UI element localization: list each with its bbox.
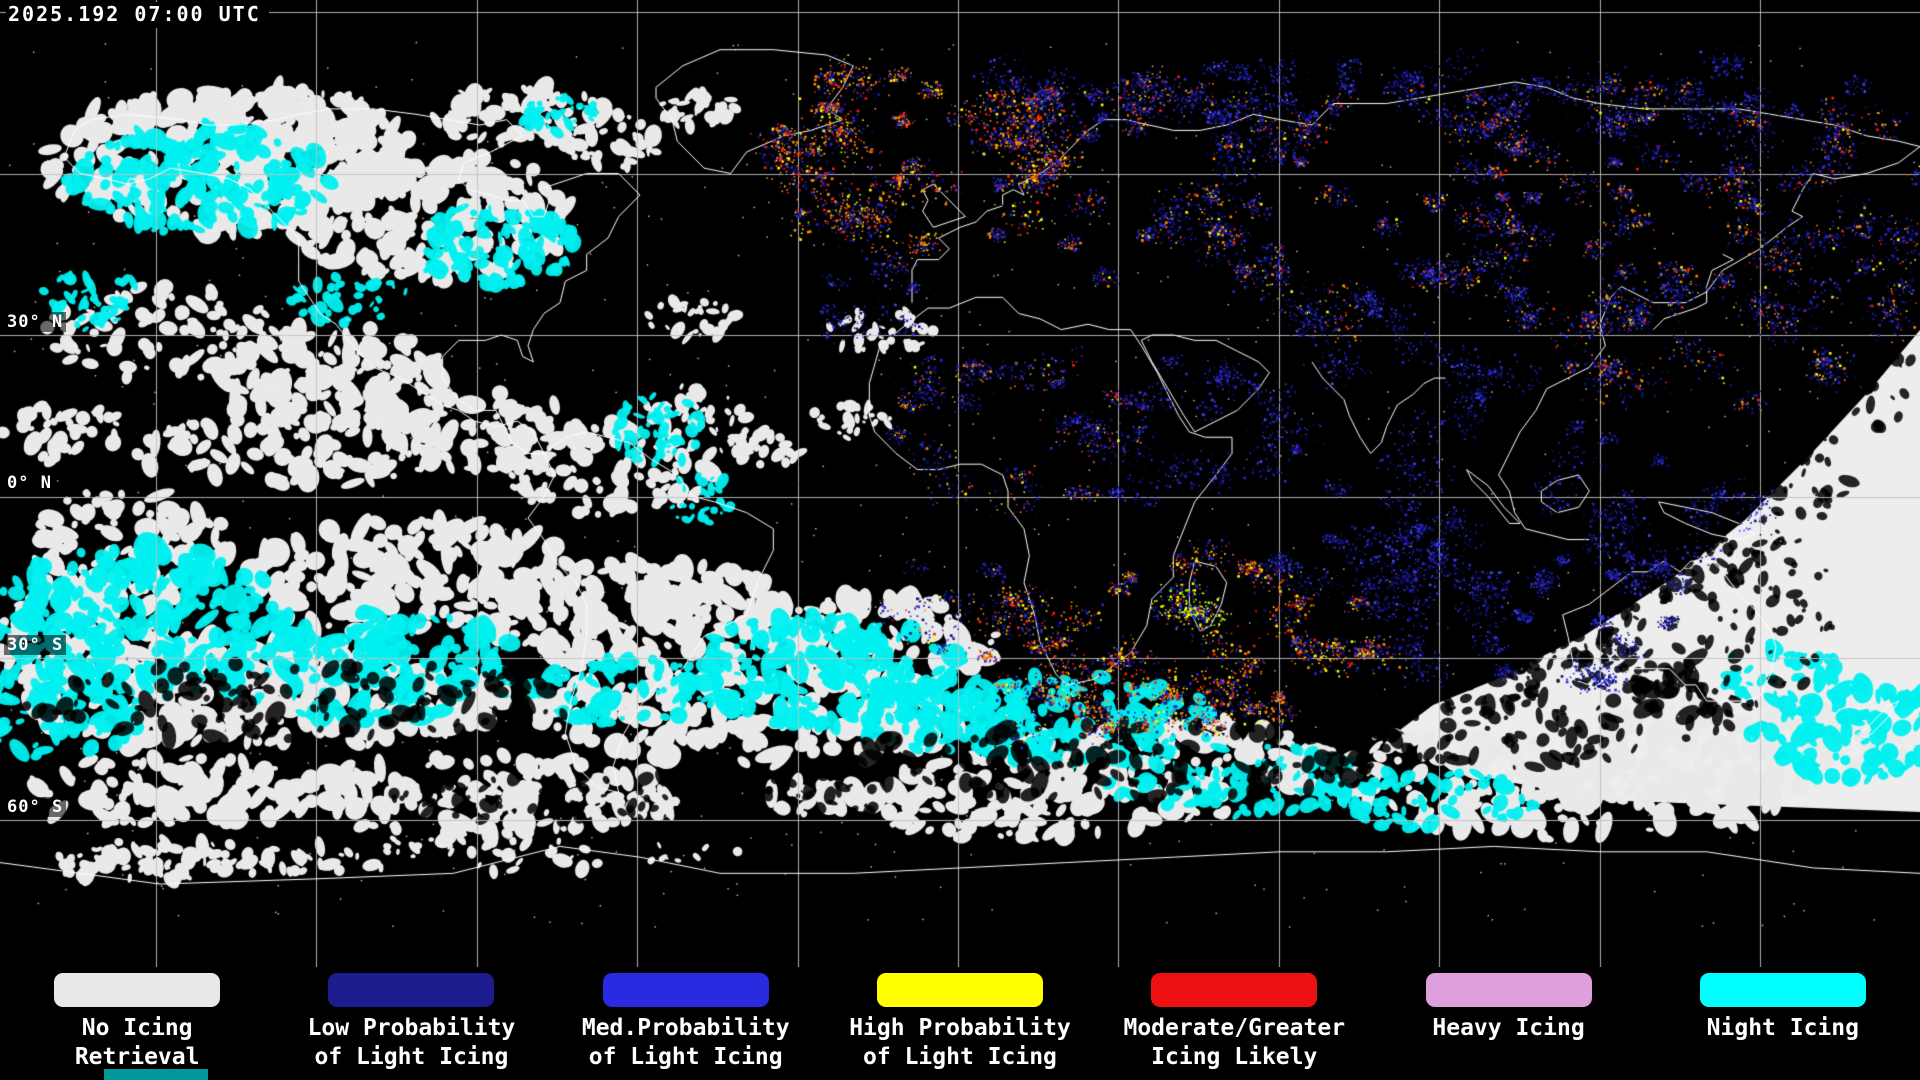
legend-item-high-probability: High Probability of Light Icing	[823, 967, 1097, 1080]
legend-label-line2: Retrieval	[74, 1044, 200, 1071]
lat-label-0n: 0° N	[4, 473, 55, 493]
legend-item-moderate-greater: Moderate/Greater Icing Likely	[1097, 967, 1371, 1080]
world-icing-map-canvas	[0, 0, 1920, 967]
legend-item-night-icing: Night Icing	[1646, 967, 1920, 1080]
lat-label-30s: 30° S	[4, 635, 67, 655]
legend-label-line1: Night Icing	[1706, 1015, 1859, 1041]
high-probability-swatch	[876, 973, 1043, 1007]
heavy-icing-swatch	[1425, 973, 1592, 1007]
legend-label-line2: Icing Likely	[1151, 1044, 1318, 1071]
moderate-greater-swatch	[1151, 973, 1318, 1007]
legend-label-line2: of Light Icing	[588, 1044, 783, 1071]
legend-item-low-probability: Low Probability of Light Icing	[274, 967, 548, 1080]
bottom-left-teal-bar	[104, 1069, 208, 1080]
lat-label-30n: 30° N	[4, 312, 67, 332]
legend-label-line1: High Probability	[849, 1015, 1071, 1041]
legend-item-med-probability: Med.Probability of Light Icing	[549, 967, 823, 1080]
med-probability-swatch	[602, 973, 769, 1007]
legend-label-line1: No Icing	[81, 1015, 193, 1041]
legend-label-line1: Heavy Icing	[1432, 1015, 1585, 1041]
timestamp: 2025.192 07:00 UTC	[6, 2, 269, 28]
legend-item-heavy-icing: Heavy Icing	[1371, 967, 1645, 1080]
lat-label-60s: 60° S	[4, 797, 67, 817]
night-icing-swatch	[1699, 973, 1866, 1007]
legend-label-line2: of Light Icing	[314, 1044, 509, 1071]
legend: No Icing Retrieval Low Probability of Li…	[0, 967, 1920, 1080]
legend-item-no-icing: No Icing Retrieval	[0, 967, 274, 1080]
legend-label-line1: Med.Probability	[581, 1015, 790, 1041]
legend-label-line1: Moderate/Greater	[1123, 1015, 1346, 1041]
no-icing-swatch	[54, 973, 221, 1007]
legend-label-line1: Low Probability	[307, 1015, 516, 1041]
low-probability-swatch	[328, 973, 495, 1007]
legend-label-line2: of Light Icing	[863, 1044, 1057, 1071]
